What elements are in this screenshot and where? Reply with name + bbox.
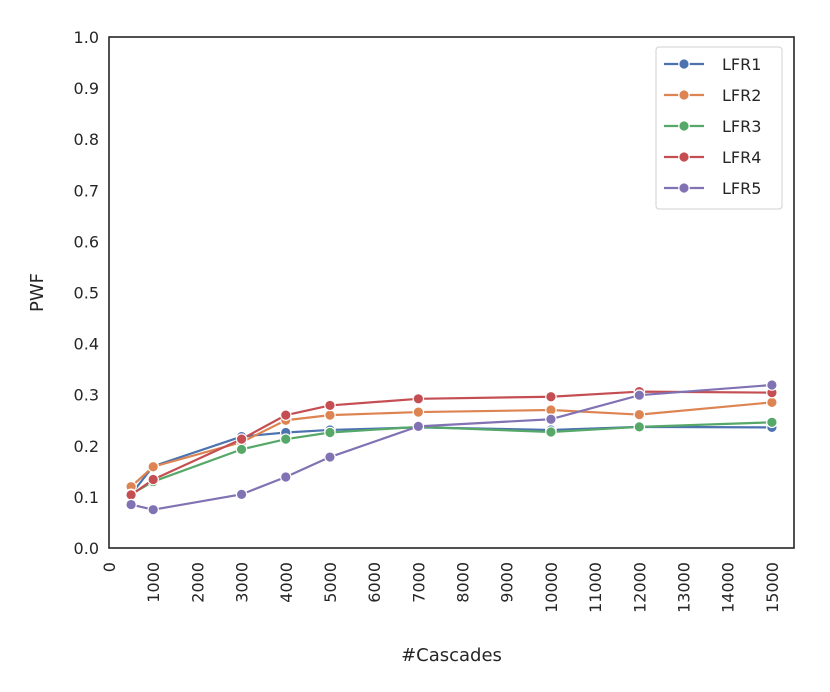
legend-marker	[678, 89, 690, 101]
x-tick-label: 9000	[498, 562, 517, 603]
data-point	[279, 433, 292, 445]
data-point	[545, 426, 557, 438]
y-tick-label: 0.0	[74, 539, 99, 558]
x-tick-label: 1000	[144, 562, 163, 603]
data-point	[324, 399, 336, 412]
series-line	[130, 425, 772, 496]
y-axis-label: PWF	[27, 273, 48, 312]
x-tick-label: 0	[100, 562, 119, 572]
legend-label: LFR5	[722, 179, 761, 198]
data-point	[412, 406, 425, 418]
series-lfr5	[125, 379, 778, 516]
y-tick-label: 0.4	[74, 335, 99, 354]
data-point	[324, 426, 336, 439]
legend-item: LFR2	[664, 86, 761, 105]
y-tick-label: 0.7	[74, 181, 99, 200]
x-tick-label: 2000	[188, 562, 207, 603]
legend-marker	[678, 151, 690, 163]
legend-item: LFR4	[664, 148, 761, 167]
data-point	[766, 396, 778, 409]
legend-item: LFR1	[664, 55, 761, 74]
legend-marker	[678, 58, 690, 70]
legend-label: LFR1	[722, 55, 761, 74]
data-point	[766, 379, 778, 391]
y-tick-label: 0.2	[74, 437, 99, 456]
y-tick-label: 0.8	[74, 130, 99, 149]
legend-item: LFR5	[664, 179, 761, 198]
data-point	[235, 433, 248, 445]
data-point	[235, 488, 248, 501]
x-tick-label: 6000	[365, 562, 384, 603]
data-point	[125, 498, 137, 511]
x-tick-label: 10000	[542, 562, 561, 613]
data-point	[412, 392, 425, 405]
x-axis-label: #Cascades	[401, 645, 502, 666]
y-tick-label: 0.6	[74, 232, 99, 251]
data-point	[633, 408, 646, 421]
data-point	[324, 409, 336, 421]
legend-box	[655, 46, 783, 210]
data-point	[545, 390, 557, 403]
x-tick-label: 3000	[233, 562, 252, 603]
x-tick-label: 11000	[586, 562, 605, 613]
data-point	[235, 443, 248, 456]
x-tick-label: 8000	[454, 562, 473, 603]
data-point	[545, 413, 557, 426]
x-tick-label: 14000	[719, 562, 738, 613]
y-tick-label: 0.5	[74, 284, 99, 303]
x-tick-label: 12000	[630, 562, 649, 613]
data-point	[766, 416, 778, 429]
y-tick-label: 0.1	[74, 488, 99, 507]
data-point	[633, 421, 646, 433]
y-tick-label: 0.9	[74, 79, 99, 98]
x-tick-label: 13000	[675, 562, 694, 613]
y-tick-label: 1.0	[74, 28, 99, 47]
data-point	[147, 473, 159, 486]
y-tick-label: 0.3	[74, 386, 99, 405]
data-point	[279, 409, 292, 421]
x-tick-label: 5000	[321, 562, 340, 603]
legend-marker	[678, 182, 690, 194]
legend-label: LFR3	[722, 117, 761, 136]
plot-frame	[108, 36, 795, 549]
series-lfr1	[125, 421, 778, 501]
legend-label: LFR4	[722, 148, 761, 167]
x-tick-label: 7000	[409, 562, 428, 603]
series-line	[130, 421, 772, 496]
data-point	[147, 503, 159, 516]
x-tick-label: 4000	[277, 562, 296, 603]
series-lfr3	[125, 416, 778, 501]
data-point	[125, 489, 137, 501]
legend-label: LFR2	[722, 86, 761, 105]
data-point	[633, 389, 646, 402]
legend-marker	[678, 120, 690, 132]
data-point	[412, 420, 425, 433]
data-point	[324, 451, 336, 463]
series-line	[130, 390, 772, 496]
data-point	[279, 471, 292, 483]
series-lines	[125, 379, 778, 516]
axis-ticks: 0.0 0.1 0.2 0.3 0.4 0.5 0.6 0.7 0.8 0.9 1.0 0 1000 20…	[74, 28, 782, 613]
legend: LFR1 LFR2 LFR3 LFR4 LFR5	[655, 46, 783, 210]
x-tick-label: 15000	[763, 562, 782, 613]
legend-item: LFR3	[664, 117, 761, 136]
data-point	[147, 460, 159, 473]
series-lfr2	[125, 396, 778, 493]
